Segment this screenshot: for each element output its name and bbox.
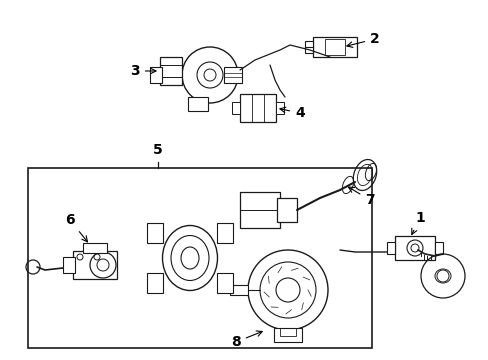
Bar: [251, 94, 264, 122]
Bar: [147, 223, 163, 243]
Bar: [217, 223, 232, 243]
Bar: [187, 97, 207, 111]
Bar: [312, 37, 356, 57]
Bar: [240, 192, 280, 228]
Bar: [434, 242, 442, 254]
Bar: [147, 273, 163, 293]
Bar: [28, 168, 371, 348]
Text: 8: 8: [231, 331, 262, 349]
Bar: [83, 243, 107, 253]
Bar: [150, 67, 162, 83]
Bar: [73, 251, 117, 279]
Bar: [240, 192, 280, 210]
Bar: [280, 328, 295, 336]
Bar: [275, 102, 284, 114]
Bar: [305, 41, 312, 53]
Text: 7: 7: [348, 187, 374, 207]
Bar: [224, 67, 242, 83]
Text: 3: 3: [130, 64, 156, 78]
Bar: [224, 73, 242, 77]
Bar: [386, 242, 394, 254]
Bar: [394, 236, 434, 260]
Text: 6: 6: [65, 213, 87, 242]
Text: 4: 4: [279, 106, 304, 120]
Bar: [217, 273, 232, 293]
Bar: [229, 285, 247, 295]
Bar: [273, 328, 302, 342]
Text: 5: 5: [153, 143, 163, 157]
Bar: [63, 257, 75, 273]
Text: 1: 1: [411, 211, 424, 234]
Bar: [231, 102, 240, 114]
Text: 2: 2: [346, 32, 379, 48]
Bar: [276, 198, 296, 222]
Bar: [160, 57, 182, 85]
Bar: [160, 65, 182, 77]
Bar: [240, 94, 275, 122]
Bar: [325, 39, 345, 55]
